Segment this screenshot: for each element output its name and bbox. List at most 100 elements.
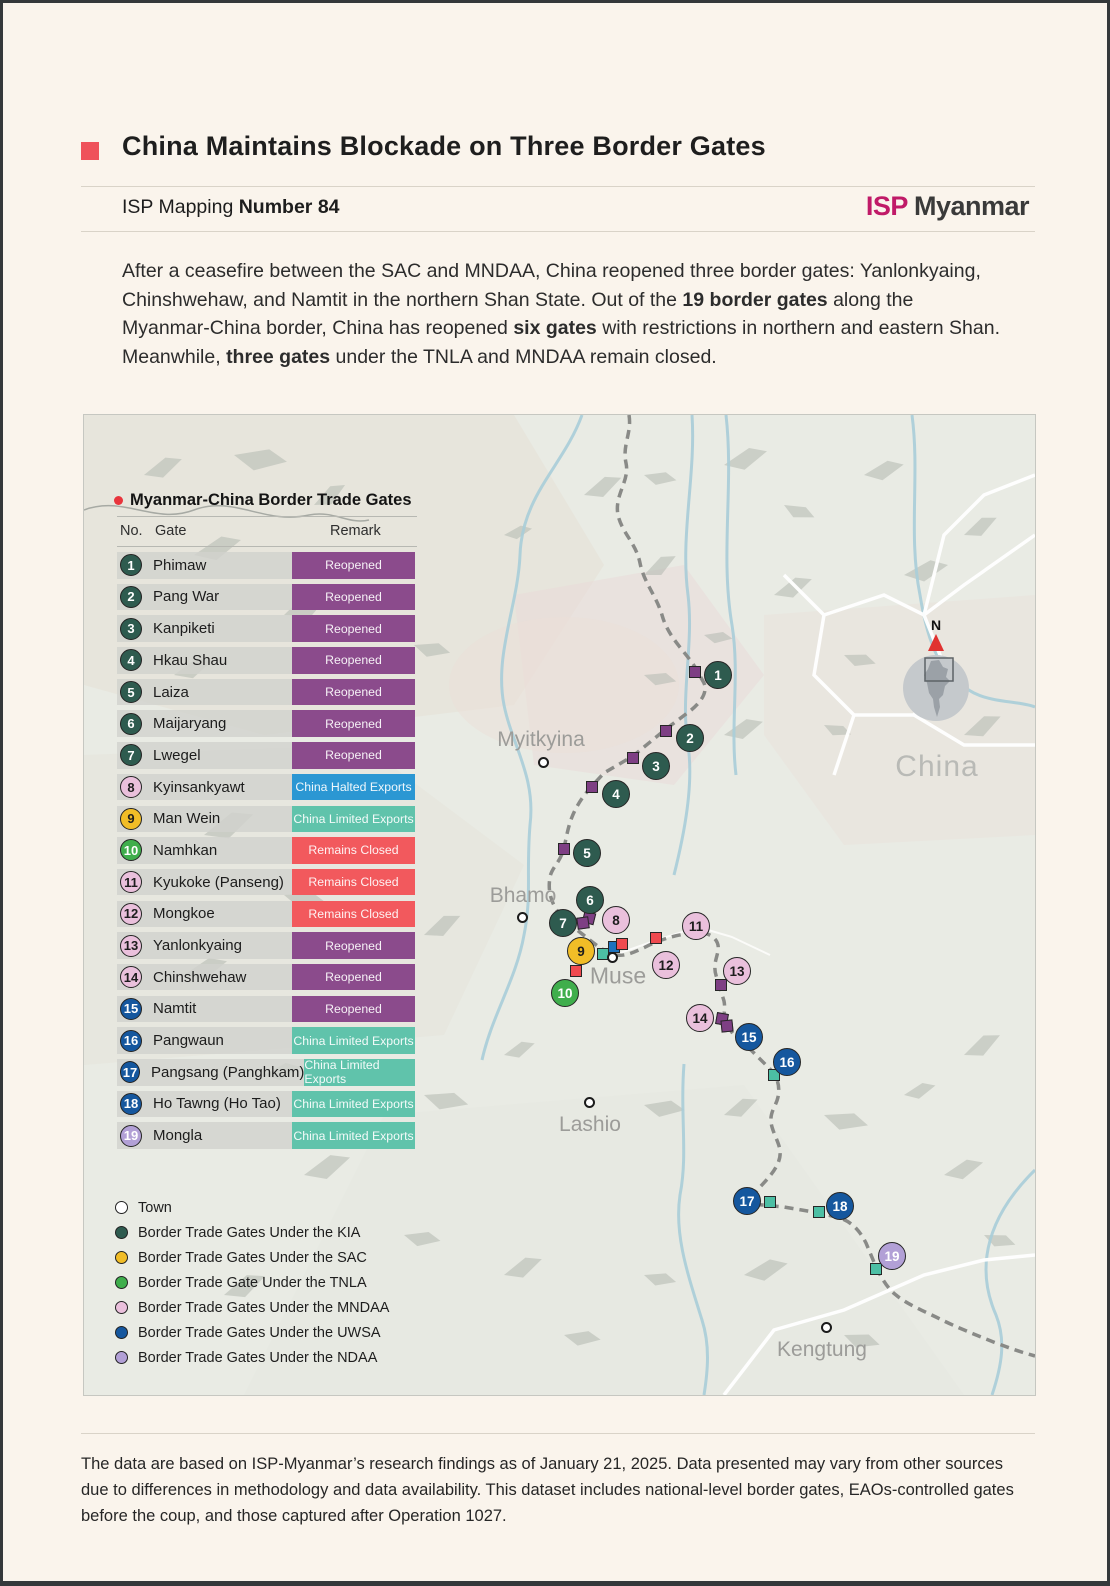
remark-badge: Reopened	[292, 647, 415, 674]
gate-name: Lwegel	[153, 746, 201, 764]
gate-status-square-reopened	[660, 725, 672, 737]
gate-name: Mongla	[153, 1127, 203, 1145]
map-marker-14: 14	[686, 1004, 714, 1032]
legend-row-4: 4 Hkau Shau Reopened	[117, 647, 415, 674]
gate-name: Pang War	[153, 588, 220, 606]
north-label: N	[930, 617, 942, 633]
north-arrow-icon	[928, 634, 944, 651]
map-marker-4: 4	[602, 780, 630, 808]
map-marker-1: 1	[704, 661, 732, 689]
isp-myanmar-logo: ISP Myanmar	[866, 191, 1030, 222]
town-label-bhamo: Bhamo	[489, 884, 557, 907]
gate-number-badge: 3	[120, 617, 142, 640]
gate-number-badge: 8	[120, 776, 142, 799]
divider	[81, 1433, 1035, 1434]
map-marker-2: 2	[676, 724, 704, 752]
subtitle-prefix: ISP Mapping	[122, 196, 234, 218]
town-label-myitkyina: Myitkyina	[497, 728, 585, 751]
key-item-town: Town	[115, 1195, 389, 1220]
town-dot-lashio	[583, 1096, 595, 1108]
key-label: Border Trade Gates Under the MNDAA	[138, 1299, 390, 1316]
intro-text: under the TNLA and MNDAA remain closed.	[330, 345, 717, 368]
gate-name: Namtit	[153, 1000, 197, 1018]
map-marker-17: 17	[733, 1187, 761, 1215]
town-label-muse: Muse	[589, 962, 647, 989]
legend-row-3: 3 Kanpiketi Reopened	[117, 615, 415, 642]
key-item-mndaa: Border Trade Gates Under the MNDAA	[115, 1295, 389, 1320]
map-key: Town Border Trade Gates Under the KIA Bord…	[115, 1195, 389, 1370]
legend-row-16: 16 Pangwaun China Limited Exports	[117, 1027, 415, 1054]
map-marker-16: 16	[773, 1048, 801, 1076]
key-label: Border Trade Gates Under the NDAA	[138, 1349, 378, 1366]
gate-number-badge: 19	[120, 1124, 142, 1147]
gate-number-badge: 10	[120, 839, 142, 862]
key-dot-icon	[115, 1326, 128, 1339]
legend-row-15: 15 Namtit Reopened	[117, 995, 415, 1023]
gate-name: Ho Tawng (Ho Tao)	[153, 1095, 281, 1113]
gate-name: Kyukoke (Panseng)	[153, 873, 284, 891]
gate-number-badge: 16	[120, 1029, 142, 1052]
divider	[117, 516, 417, 517]
legend-row-18: 18 Ho Tawng (Ho Tao) China Limited Exports	[117, 1090, 415, 1118]
map-marker-7: 7	[549, 909, 577, 937]
key-label: Border Trade Gates Under the KIA	[138, 1224, 361, 1241]
legend-title-dot	[114, 496, 123, 505]
gate-number-badge: 2	[120, 585, 142, 608]
gate-status-square-limited	[870, 1263, 882, 1275]
intro-text: with restrictions in northern and easter…	[122, 317, 1000, 368]
gate-status-square-closed	[570, 965, 582, 977]
gate-status-square-reopened	[576, 916, 590, 930]
gate-status-square-reopened	[558, 843, 570, 855]
gate-name: Pangwaun	[153, 1032, 224, 1050]
remark-badge: China Limited Exports	[292, 1122, 415, 1149]
remark-badge: Reopened	[292, 742, 415, 769]
remark-badge: Reopened	[292, 678, 415, 706]
gate-name: Namhkan	[153, 841, 218, 859]
map: 1 2 3 4 5 6 7 8 9 10 11 12 13 14 15 16 17 18 19 Myitkyina Bh…	[83, 414, 1036, 1396]
remark-badge: China Limited Exports	[292, 805, 415, 832]
remark-badge: Reopened	[292, 995, 415, 1023]
gate-name: Yanlonkyaing	[153, 937, 242, 954]
legend-title: Myanmar-China Border Trade Gates	[130, 491, 412, 509]
map-marker-15: 15	[735, 1023, 763, 1051]
gate-name: Kanpiketi	[153, 620, 215, 638]
footer-note: The data are based on ISP-Myanmar’s rese…	[81, 1455, 1014, 1525]
map-marker-13: 13	[723, 957, 751, 985]
gate-number-badge: 11	[120, 871, 142, 894]
intro-text: six gates	[513, 317, 597, 340]
key-label: Town	[138, 1199, 172, 1216]
remark-badge: Reopened	[292, 552, 415, 579]
gate-name: Kyinsankyawt	[153, 778, 245, 796]
gate-status-square-reopened	[720, 1019, 734, 1033]
gate-name: Laiza	[153, 683, 189, 701]
key-dot-icon	[115, 1301, 128, 1314]
remark-badge: China Halted Exports	[292, 773, 415, 801]
gate-status-square-closed	[616, 938, 628, 950]
gate-status-square-reopened	[586, 781, 598, 793]
china-label: China	[895, 750, 979, 783]
legend-row-6: 6 Maijaryang Reopened	[117, 710, 415, 737]
remark-badge: China Limited Exports	[292, 1090, 415, 1118]
key-item-ndaa: Border Trade Gates Under the NDAA	[115, 1345, 389, 1370]
gate-number-badge: 14	[120, 966, 142, 989]
map-marker-8: 8	[602, 906, 630, 934]
gate-name: Pangsang (Panghkam)	[150, 1063, 305, 1081]
key-label: Border Trade Gate Under the TNLA	[138, 1274, 367, 1291]
column-header-remark: Remark	[330, 523, 381, 539]
gate-name: Hkau Shau	[153, 651, 228, 669]
divider	[81, 231, 1035, 232]
remark-badge: China Limited Exports	[292, 1027, 415, 1054]
town-dot-muse	[606, 951, 618, 963]
logo-myanmar-text: Myanmar	[913, 191, 1030, 221]
key-item-uwsa: Border Trade Gates Under the UWSA	[115, 1320, 389, 1345]
key-label: Border Trade Gates Under the UWSA	[138, 1324, 381, 1341]
gate-name: Chinshwehaw	[153, 968, 247, 986]
map-marker-3: 3	[642, 752, 670, 780]
key-item-sac: Border Trade Gates Under the SAC	[115, 1245, 389, 1270]
legend-row-17: 17 Pangsang (Panghkam) China Limited Expor…	[117, 1058, 415, 1086]
gate-number-badge: 9	[120, 807, 142, 830]
page-title: China Maintains Blockade on Three Border…	[122, 131, 766, 161]
map-marker-6: 6	[576, 886, 604, 914]
gate-name: Phimaw	[153, 556, 207, 574]
legend-table: 1 Phimaw Reopened 2 Pang War Reopened 3 Kanpike…	[117, 552, 415, 1149]
